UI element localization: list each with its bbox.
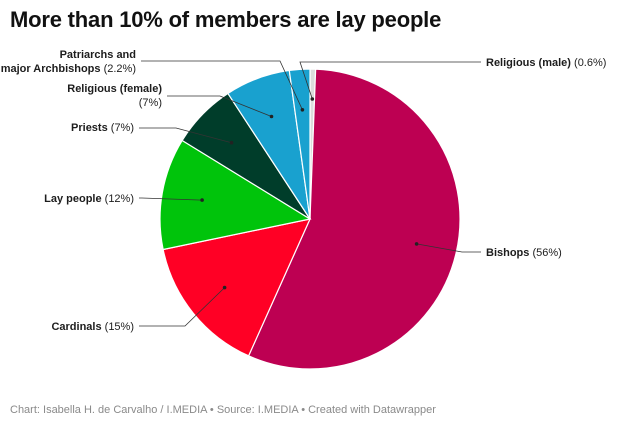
callout-line-patriarchs-and-major-archbishops [141, 60, 303, 110]
callout-dot-patriarchs-and-major-archbishops [300, 108, 305, 112]
callout-dot-bishops [414, 242, 419, 246]
chart-title: More than 10% of members are lay people [10, 7, 442, 32]
callout-line-religious-male [299, 61, 481, 100]
callout-dot-priests [229, 140, 234, 145]
callout-dot-religious-female [269, 114, 274, 119]
callout-dot-cardinals [222, 285, 227, 290]
slice-label-religious-male: Religious (male) (0.6%) [486, 57, 606, 69]
chart-footer: Chart: Isabella H. de Carvalho / I.MEDIA… [10, 404, 436, 416]
pie-slice-patriarchs-and-major-archbishops [288, 68, 311, 220]
slice-label-bishops: Bishops (56%) [486, 247, 562, 259]
slice-label-cardinals: Cardinals (15%) [51, 321, 134, 333]
callout-line-bishops [416, 243, 481, 253]
callout-lines [139, 60, 481, 327]
slice-labels: Religious (male) (0.6%) Bishops (56%) Card… [1, 49, 607, 333]
pie-slice-lay-people [159, 139, 312, 251]
callout-line-religious-female [167, 95, 272, 117]
callout-dot-religious-male [310, 97, 315, 101]
slice-label-patriarchs-and-major-archbishops: Patriarchs and major Archbishops (2.2%) [1, 49, 136, 75]
callout-line-cardinals [139, 287, 225, 327]
pie-slice-bishops [247, 68, 461, 370]
callout-dot-lay-people [200, 198, 204, 202]
pie-slices [159, 68, 461, 370]
slice-label-lay-people: Lay people (12%) [44, 193, 134, 205]
callout-line-lay-people [139, 197, 203, 201]
slice-label-priests: Priests (7%) [71, 122, 134, 134]
slice-label-religious-female: Religious (female) (7%) [67, 83, 162, 109]
pie-slice-cardinals [162, 218, 312, 357]
callout-line-priests [139, 127, 232, 144]
